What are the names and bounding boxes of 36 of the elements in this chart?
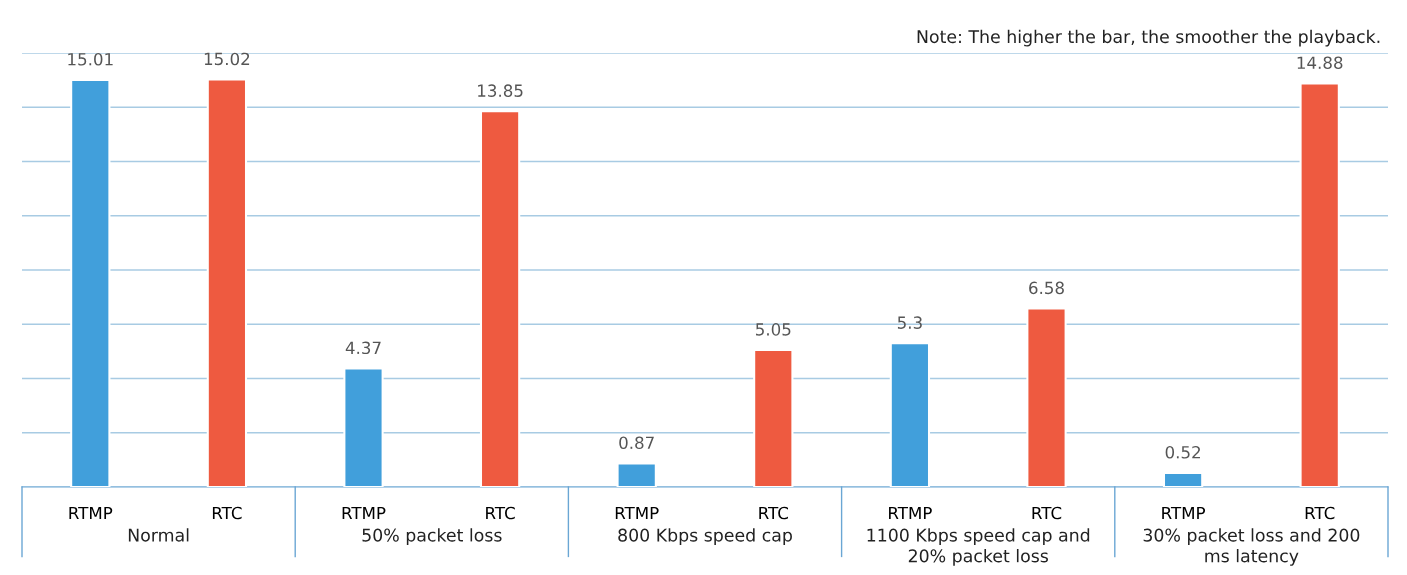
text: RTMP: [615, 506, 659, 520]
bar: [1026, 307, 1067, 487]
text: RTMP: [1162, 506, 1206, 520]
bar: [479, 110, 521, 487]
x-tick-label: 50% packet loss: [362, 528, 502, 546]
data-label: 0.87: [619, 436, 654, 450]
series-label: RTC: [212, 506, 242, 520]
data-label: 5.05: [756, 323, 791, 336]
data-label: 0.52: [1165, 445, 1200, 459]
text: RTMP: [889, 506, 932, 520]
x-tick-label: Normal: [128, 528, 189, 542]
series-label: RTMP: [69, 506, 113, 520]
bar: [70, 78, 111, 487]
data-label: 15.01: [68, 52, 113, 66]
bar: [1162, 471, 1204, 487]
bar: [206, 78, 248, 487]
text: RTC: [486, 506, 515, 520]
text: RTC: [1305, 506, 1335, 520]
data-label: 14.88: [1297, 56, 1343, 70]
x-tick-label: 800 Kbps speed cap: [618, 528, 792, 546]
text: RTC: [1032, 506, 1062, 520]
bar: [616, 462, 657, 487]
data-label: 15.02: [204, 52, 250, 66]
bar: [753, 348, 794, 487]
data-label: 5.3: [897, 316, 922, 329]
x-tick-label: 1100 Kbps speed cap and 20% packet loss: [867, 528, 1090, 566]
data-label: 13.85: [478, 84, 523, 97]
text: Note: The higher the bar, the smoother the playback.: [917, 29, 1380, 47]
text: RTMP: [342, 506, 386, 520]
data-label: 4.37: [345, 341, 381, 355]
bar: [343, 367, 384, 487]
text: RTC: [759, 506, 788, 520]
x-tick-label: 30% packet loss and 200 ms latency: [1143, 528, 1360, 566]
bar: [889, 342, 931, 487]
bar: [1299, 82, 1340, 487]
data-label: 6.58: [1029, 281, 1064, 295]
